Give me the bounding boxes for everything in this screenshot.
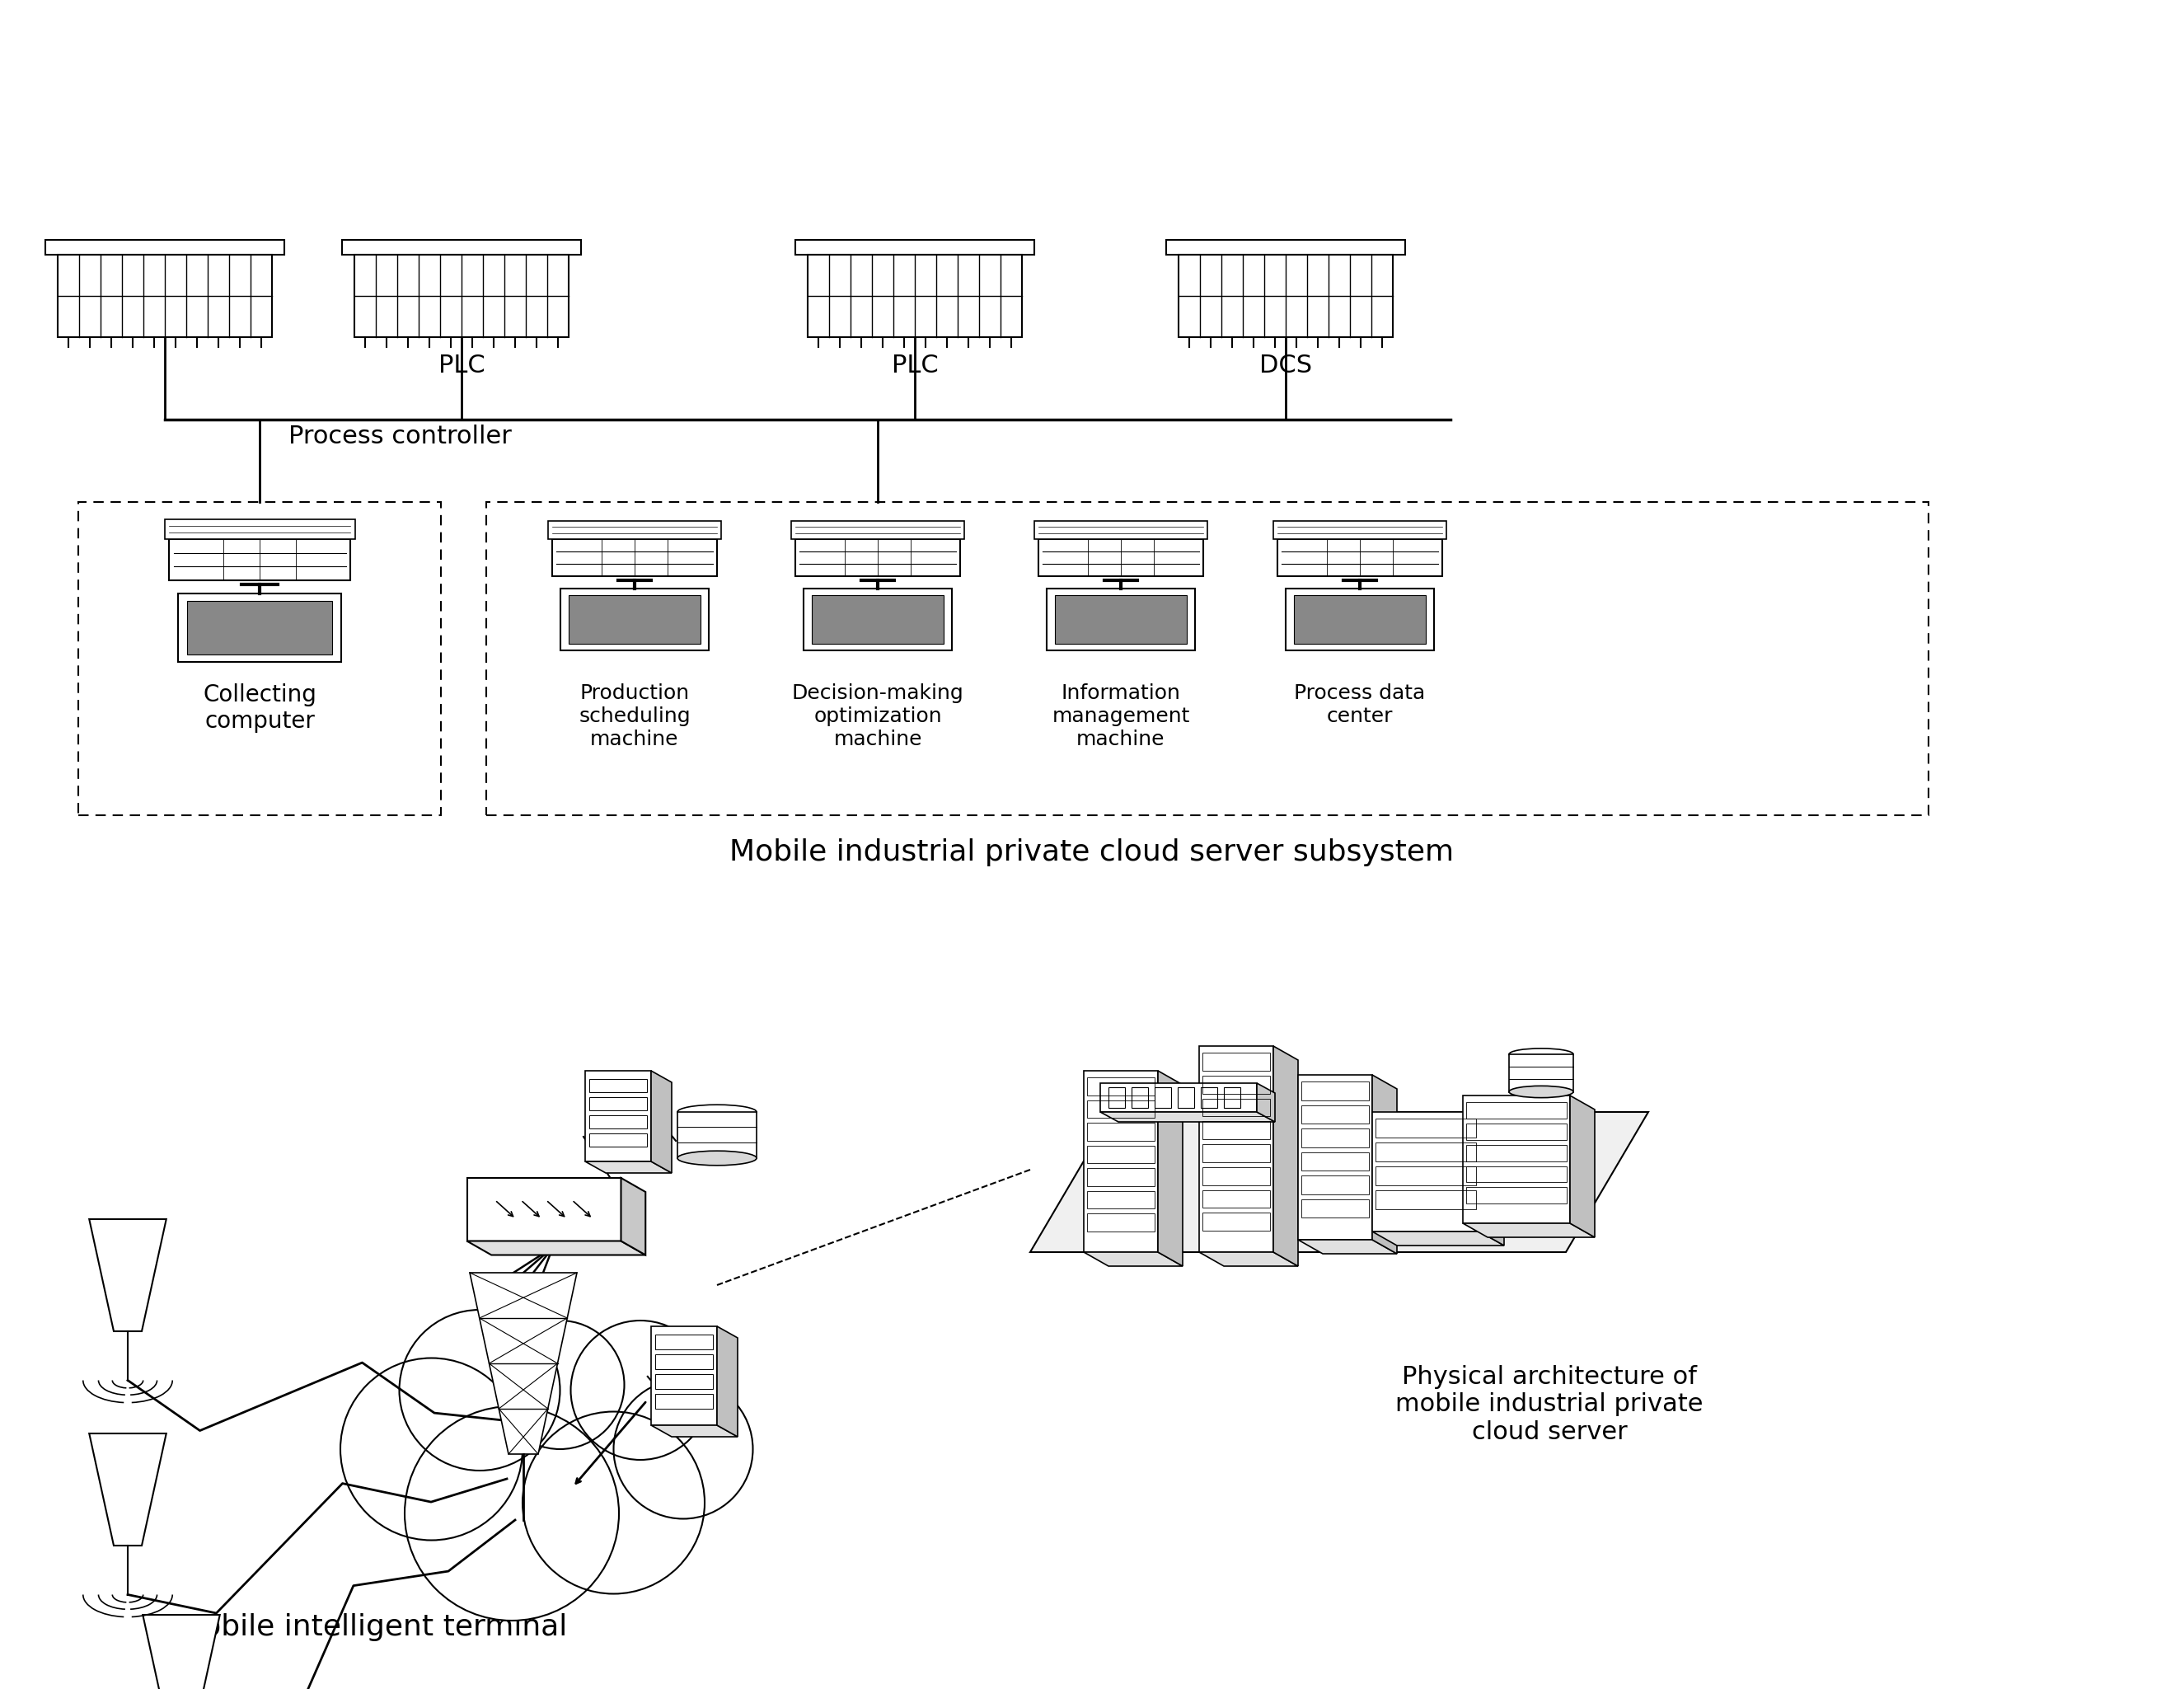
Text: Cloud
server: Cloud server [601, 1503, 681, 1554]
Polygon shape [1278, 539, 1441, 576]
Polygon shape [1037, 539, 1203, 576]
Text: Process data
center: Process data center [1295, 684, 1426, 726]
Polygon shape [470, 1274, 577, 1454]
Polygon shape [795, 539, 961, 576]
Polygon shape [1179, 255, 1393, 338]
Polygon shape [1273, 520, 1446, 539]
Text: PLC: PLC [439, 353, 485, 378]
Polygon shape [561, 588, 710, 650]
Circle shape [614, 1380, 753, 1518]
Polygon shape [585, 1071, 651, 1162]
Polygon shape [651, 1326, 716, 1426]
Polygon shape [1286, 588, 1435, 650]
Polygon shape [804, 588, 952, 650]
Polygon shape [568, 595, 701, 644]
Polygon shape [467, 1177, 620, 1241]
Polygon shape [1463, 1096, 1570, 1223]
Polygon shape [164, 519, 354, 539]
Polygon shape [1570, 1096, 1594, 1238]
Polygon shape [795, 240, 1035, 255]
Ellipse shape [677, 1105, 756, 1120]
Circle shape [404, 1407, 618, 1620]
Polygon shape [343, 240, 581, 255]
Polygon shape [179, 593, 341, 662]
Polygon shape [1031, 1111, 1649, 1252]
Polygon shape [1463, 1223, 1594, 1238]
Polygon shape [808, 255, 1022, 338]
Polygon shape [188, 601, 332, 654]
Polygon shape [585, 1162, 673, 1172]
Polygon shape [1046, 588, 1195, 650]
Polygon shape [142, 1615, 221, 1689]
Polygon shape [90, 1219, 166, 1331]
Polygon shape [1199, 1045, 1273, 1252]
Text: Mobile intelligent terminal: Mobile intelligent terminal [177, 1613, 568, 1642]
Polygon shape [1166, 240, 1404, 255]
Polygon shape [1256, 1083, 1275, 1121]
Polygon shape [791, 520, 965, 539]
Polygon shape [168, 539, 349, 579]
Polygon shape [90, 1434, 166, 1545]
Polygon shape [812, 595, 943, 644]
Polygon shape [1293, 595, 1426, 644]
Polygon shape [1083, 1252, 1184, 1267]
Text: Production
scheduling
machine: Production scheduling machine [579, 684, 690, 748]
Polygon shape [354, 255, 568, 338]
Text: PLC: PLC [891, 353, 939, 378]
Polygon shape [46, 240, 284, 255]
Polygon shape [1101, 1083, 1256, 1111]
Polygon shape [1101, 1111, 1275, 1121]
Polygon shape [620, 1177, 646, 1255]
Polygon shape [1372, 1231, 1505, 1245]
Ellipse shape [1509, 1086, 1572, 1098]
Polygon shape [553, 539, 716, 576]
Text: Information
management
machine: Information management machine [1053, 684, 1190, 748]
Polygon shape [1509, 1054, 1572, 1091]
Circle shape [496, 1321, 625, 1449]
Polygon shape [1199, 1252, 1297, 1267]
Polygon shape [1273, 1045, 1297, 1267]
Polygon shape [716, 1326, 738, 1437]
Text: Decision-making
optimization
machine: Decision-making optimization machine [791, 684, 963, 748]
Polygon shape [1158, 1071, 1184, 1267]
Ellipse shape [677, 1150, 756, 1165]
Text: Collecting
computer: Collecting computer [203, 684, 317, 733]
Polygon shape [1479, 1111, 1505, 1245]
Polygon shape [1035, 520, 1208, 539]
Polygon shape [1297, 1074, 1372, 1240]
Polygon shape [1055, 595, 1186, 644]
Circle shape [570, 1321, 710, 1459]
Text: Process controller: Process controller [288, 424, 511, 448]
Polygon shape [467, 1241, 646, 1255]
Text: Mobile industrial private cloud server subsystem: Mobile industrial private cloud server s… [729, 838, 1455, 866]
Circle shape [522, 1412, 705, 1594]
Polygon shape [651, 1071, 673, 1172]
Polygon shape [1083, 1071, 1158, 1252]
Polygon shape [1297, 1240, 1398, 1253]
Polygon shape [57, 255, 273, 338]
Circle shape [400, 1311, 559, 1471]
Polygon shape [677, 1111, 756, 1159]
Text: Physical architecture of
mobile industrial private
cloud server: Physical architecture of mobile industri… [1396, 1365, 1704, 1444]
Polygon shape [651, 1426, 738, 1437]
Polygon shape [1372, 1111, 1479, 1231]
Polygon shape [548, 520, 721, 539]
Ellipse shape [1509, 1049, 1572, 1061]
Text: DCS: DCS [1260, 353, 1313, 378]
Polygon shape [1372, 1074, 1398, 1253]
Circle shape [341, 1358, 522, 1540]
